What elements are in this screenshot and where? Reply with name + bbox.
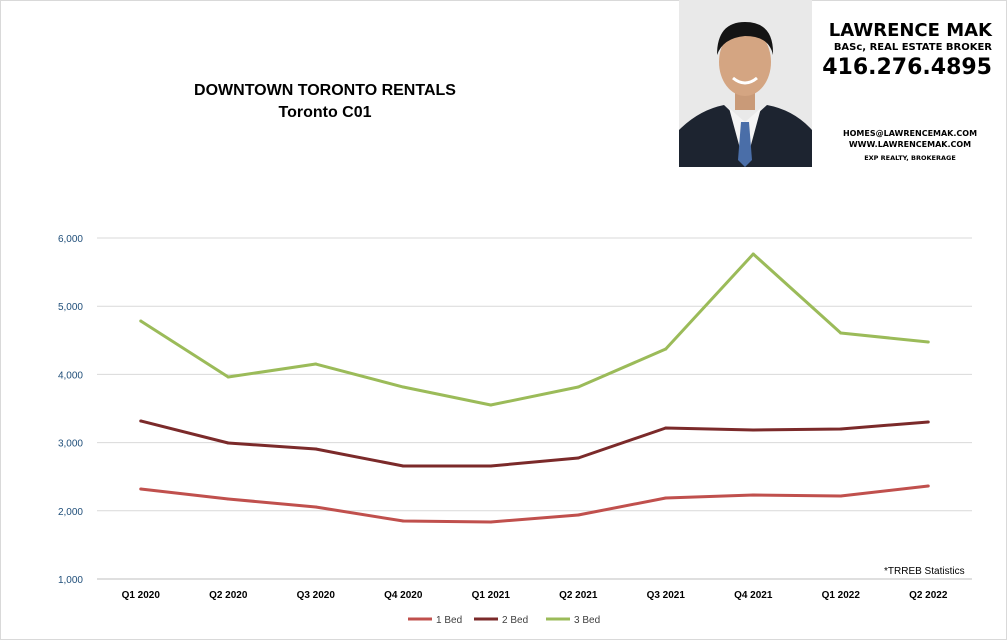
agent-phone: 416.276.4895 [822, 55, 992, 80]
data-point [314, 362, 318, 366]
data-point [926, 420, 930, 424]
data-point [489, 464, 493, 468]
data-point [751, 252, 755, 256]
data-point [401, 519, 405, 523]
x-tick-label: Q3 2020 [297, 590, 336, 601]
data-point [489, 520, 493, 524]
x-tick-label: Q4 2020 [384, 590, 423, 601]
data-point [576, 513, 580, 517]
chart-title-block: DOWNTOWN TORONTO RENTALS Toronto C01 [150, 80, 500, 124]
agent-photo [679, 0, 812, 167]
data-point [139, 319, 143, 323]
data-point [314, 447, 318, 451]
data-point [664, 496, 668, 500]
data-point [751, 493, 755, 497]
y-tick-label: 2,000 [58, 507, 83, 518]
legend-label: 3 Bed [574, 615, 600, 626]
data-point [576, 456, 580, 460]
chart-title: DOWNTOWN TORONTO RENTALS [194, 82, 456, 99]
y-tick-label: 1,000 [58, 575, 83, 586]
data-point [576, 385, 580, 389]
contact-details: HOMES@LAWRENCEMAK.COM WWW.LAWRENCEMAK.CO… [830, 128, 990, 164]
data-point [839, 427, 843, 431]
data-point [226, 497, 230, 501]
data-point [926, 340, 930, 344]
x-tick-label: Q1 2020 [122, 590, 161, 601]
agent-name: LAWRENCE MAK [828, 20, 992, 41]
x-tick-label: Q2 2020 [209, 590, 248, 601]
source-footnote: *TRREB Statistics [884, 566, 965, 577]
contact-block: LAWRENCE MAK BASc, REAL ESTATE BROKER 41… [812, 20, 992, 82]
legend-label: 2 Bed [502, 615, 528, 626]
data-point [226, 441, 230, 445]
data-point [839, 331, 843, 335]
y-tick-label: 5,000 [58, 302, 83, 313]
data-point [314, 505, 318, 509]
data-point [401, 464, 405, 468]
x-tick-label: Q1 2021 [472, 590, 511, 601]
agent-brokerage: EXP REALTY, BROKERAGE [864, 154, 956, 162]
y-tick-label: 6,000 [58, 234, 83, 245]
x-tick-label: Q2 2021 [559, 590, 598, 601]
agent-email: HOMES@LAWRENCEMAK.COM [842, 129, 978, 138]
agent-website: WWW.LAWRENCEMAK.COM [848, 140, 972, 149]
agent-role: BASc, REAL ESTATE BROKER [833, 42, 992, 53]
x-tick-label: Q3 2021 [647, 590, 686, 601]
series-line-2-bed [140, 419, 929, 468]
series-line-3-bed [139, 252, 929, 407]
x-tick-label: Q4 2021 [734, 590, 773, 601]
data-point [751, 428, 755, 432]
data-point [664, 426, 668, 430]
x-tick-label: Q1 2022 [822, 590, 861, 601]
data-point [489, 403, 493, 407]
series-line-1-bed [140, 484, 929, 524]
x-tick-label: Q2 2022 [909, 590, 948, 601]
legend-label: 1 Bed [436, 615, 462, 626]
data-point [926, 484, 930, 488]
y-tick-label: 3,000 [58, 439, 83, 450]
chart-subtitle: Toronto C01 [278, 104, 372, 121]
y-tick-label: 4,000 [58, 370, 83, 381]
data-point [226, 375, 230, 379]
data-point [401, 385, 405, 389]
data-point [139, 419, 143, 423]
data-point [139, 487, 143, 491]
data-point [839, 494, 843, 498]
data-point [664, 347, 668, 351]
